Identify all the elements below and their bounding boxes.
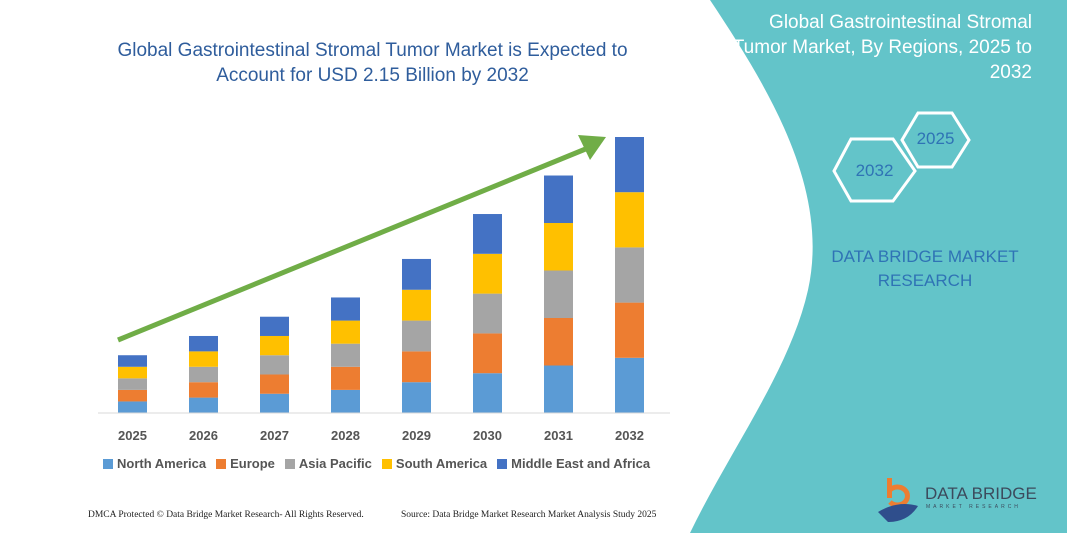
legend-label: Middle East and Africa <box>511 456 651 471</box>
bar-segment-2031-europe <box>544 318 573 366</box>
bar-segment-2031-north-america <box>544 365 573 413</box>
hex-label-2032: 2032 <box>855 161 894 180</box>
hexagon-2032 <box>832 137 917 203</box>
bar-segment-2029-asia-pacific <box>402 320 431 352</box>
legend-swatch <box>381 459 392 469</box>
bar-segment-2028-asia-pacific <box>331 343 360 367</box>
bar-segment-2026-middle-east-and-africa <box>189 335 218 352</box>
bar-segment-2027-south-america <box>260 335 289 356</box>
bar-segment-2028-middle-east-and-africa <box>331 297 360 321</box>
bar-segment-2025-europe <box>118 389 147 402</box>
legend-label: South America <box>395 456 488 471</box>
x-tick-label: 2029 <box>402 428 431 443</box>
bar-segment-2029-north-america <box>402 382 431 413</box>
bar-segment-2030-middle-east-and-africa <box>473 214 502 254</box>
logo-subtext: MARKET RESEARCH <box>926 504 1021 510</box>
bar-segment-2030-europe <box>473 333 502 374</box>
bar-segment-2029-europe <box>402 351 431 383</box>
bar-segment-2030-south-america <box>473 253 502 294</box>
trend-arrow-line <box>117 145 589 343</box>
bar-segment-2027-north-america <box>260 393 289 413</box>
bar-segment-2032-europe <box>615 302 644 358</box>
trend-arrow-head <box>578 135 606 160</box>
footer-source: Source: Data Bridge Market Research Mark… <box>401 510 657 520</box>
bar-segment-2027-asia-pacific <box>260 355 289 375</box>
bar-segment-2025-asia-pacific <box>118 378 147 390</box>
side-panel-shape <box>690 0 1067 533</box>
bar-segment-2032-asia-pacific <box>615 247 644 303</box>
footer-copyright: DMCA Protected © Data Bridge Market Rese… <box>88 510 364 520</box>
legend-label: North America <box>117 456 207 471</box>
hexagon-2025 <box>900 111 971 169</box>
legend-item: Asia Pacific <box>284 456 372 471</box>
bar-segment-2028-europe <box>331 366 360 390</box>
chart-title: Global Gastrointestinal Stromal Tumor Ma… <box>117 40 628 86</box>
bar-segment-2030-north-america <box>473 373 502 413</box>
hex-label-2025: 2025 <box>916 129 955 148</box>
bar-segment-2026-asia-pacific <box>189 366 218 383</box>
bar-segment-2031-south-america <box>544 223 573 271</box>
legend-swatch <box>497 459 508 469</box>
logo-text: DATA BRIDGE <box>925 484 1037 503</box>
bar-segment-2027-europe <box>260 374 289 394</box>
bar-segment-2032-middle-east-and-africa <box>615 137 644 193</box>
bar-segment-2025-north-america <box>118 401 147 413</box>
x-tick-label: 2030 <box>473 428 502 443</box>
bar-segment-2029-middle-east-and-africa <box>402 258 431 290</box>
bar-segment-2031-asia-pacific <box>544 270 573 319</box>
legend-label: Asia Pacific <box>298 456 372 471</box>
side-panel-title: Global Gastrointestinal Stromal Tumor Ma… <box>732 12 1032 83</box>
legend-item: Europe <box>216 456 275 471</box>
bar-segment-2032-north-america <box>615 357 644 413</box>
bar-segment-2026-south-america <box>189 351 218 367</box>
bar-segment-2025-south-america <box>118 366 147 379</box>
x-tick-label: 2027 <box>260 428 289 443</box>
bar-segment-2027-middle-east-and-africa <box>260 316 289 336</box>
bar-segment-2028-south-america <box>331 320 360 344</box>
brand-text: DATA BRIDGE MARKET RESEARCH <box>831 247 1019 290</box>
logo-mark <box>878 478 918 522</box>
bar-segment-2030-asia-pacific <box>473 293 502 334</box>
x-tick-label: 2026 <box>189 428 218 443</box>
bar-segment-2028-north-america <box>331 389 360 413</box>
legend-swatch <box>103 459 113 469</box>
legend-swatch <box>216 459 227 469</box>
bar-segment-2029-south-america <box>402 289 431 321</box>
x-tick-label: 2028 <box>331 428 360 443</box>
legend-item: North America <box>103 456 206 471</box>
bar-segment-2032-south-america <box>615 192 644 248</box>
legend: North America Europe Asia Pacific South Ame… <box>103 456 650 471</box>
x-tick-label: 2031 <box>544 428 573 443</box>
bar-segment-2026-north-america <box>189 397 218 413</box>
legend-item: South America <box>381 456 488 471</box>
x-tick-label: 2032 <box>615 428 644 443</box>
legend-label: Europe <box>230 456 275 471</box>
legend-item: Middle East and Africa <box>497 456 650 471</box>
legend-swatch <box>284 459 295 469</box>
bar-segment-2026-europe <box>189 382 218 398</box>
bar-segment-2031-middle-east-and-africa <box>544 175 573 224</box>
x-tick-label: 2025 <box>118 428 147 443</box>
bar-segment-2025-middle-east-and-africa <box>118 355 147 367</box>
